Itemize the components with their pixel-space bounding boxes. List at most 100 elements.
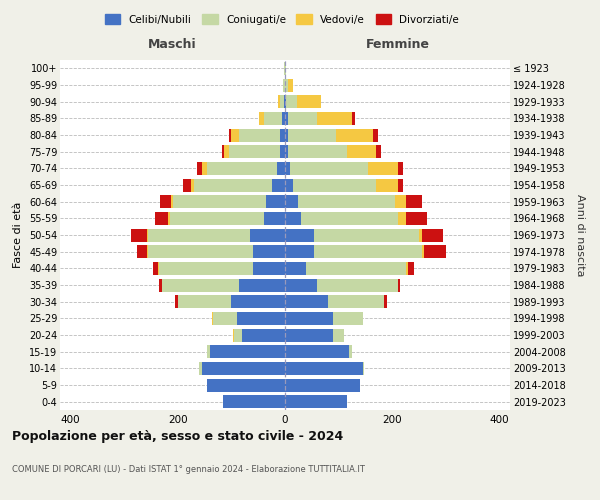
Bar bbox=[287, 112, 317, 125]
Bar bbox=[234, 328, 242, 342]
Bar bbox=[287, 78, 293, 92]
Bar bbox=[317, 278, 398, 291]
Bar bbox=[191, 178, 194, 192]
Bar bbox=[280, 145, 285, 158]
Bar bbox=[349, 345, 352, 358]
Bar bbox=[266, 195, 285, 208]
Bar bbox=[183, 178, 191, 192]
Bar bbox=[297, 95, 321, 108]
Bar bbox=[210, 345, 285, 358]
Bar bbox=[137, 245, 148, 258]
Bar bbox=[159, 262, 253, 275]
Bar bbox=[352, 112, 355, 125]
Bar bbox=[285, 295, 328, 308]
Bar bbox=[283, 112, 285, 125]
Bar bbox=[173, 195, 266, 208]
Bar bbox=[398, 212, 406, 225]
Legend: Celibi/Nubili, Coniugati/e, Vedovi/e, Divorziati/e: Celibi/Nubili, Coniugati/e, Vedovi/e, Di… bbox=[101, 10, 463, 29]
Bar bbox=[406, 195, 422, 208]
Bar bbox=[314, 245, 422, 258]
Bar bbox=[285, 245, 314, 258]
Bar bbox=[277, 162, 285, 175]
Bar bbox=[242, 328, 285, 342]
Bar bbox=[406, 262, 408, 275]
Bar bbox=[197, 162, 202, 175]
Bar bbox=[287, 145, 347, 158]
Bar bbox=[422, 228, 443, 241]
Bar bbox=[168, 212, 170, 225]
Bar bbox=[175, 295, 178, 308]
Bar bbox=[285, 212, 301, 225]
Bar bbox=[419, 228, 422, 241]
Y-axis label: Fasce di età: Fasce di età bbox=[13, 202, 23, 268]
Bar bbox=[233, 328, 234, 342]
Bar bbox=[232, 295, 285, 308]
Bar bbox=[285, 278, 317, 291]
Y-axis label: Anni di nascita: Anni di nascita bbox=[575, 194, 585, 276]
Bar bbox=[148, 228, 250, 241]
Bar bbox=[285, 95, 286, 108]
Bar bbox=[317, 112, 352, 125]
Bar bbox=[278, 95, 280, 108]
Bar bbox=[290, 162, 368, 175]
Bar bbox=[285, 112, 287, 125]
Bar bbox=[208, 378, 285, 392]
Bar bbox=[406, 212, 427, 225]
Bar bbox=[272, 178, 285, 192]
Bar bbox=[158, 262, 159, 275]
Bar bbox=[212, 312, 237, 325]
Bar bbox=[285, 345, 349, 358]
Bar bbox=[336, 128, 373, 141]
Bar bbox=[395, 195, 406, 208]
Bar bbox=[362, 362, 364, 375]
Bar bbox=[287, 128, 336, 141]
Bar bbox=[285, 378, 360, 392]
Bar bbox=[170, 212, 263, 225]
Bar bbox=[284, 95, 285, 108]
Bar bbox=[171, 195, 173, 208]
Bar bbox=[298, 195, 395, 208]
Text: COMUNE DI PORCARI (LU) - Dati ISTAT 1° gennaio 2024 - Elaborazione TUTTITALIA.IT: COMUNE DI PORCARI (LU) - Dati ISTAT 1° g… bbox=[12, 465, 365, 474]
Bar bbox=[229, 128, 232, 141]
Bar bbox=[285, 228, 314, 241]
Bar bbox=[285, 162, 290, 175]
Bar bbox=[347, 145, 376, 158]
Bar bbox=[259, 112, 263, 125]
Bar bbox=[398, 278, 400, 291]
Bar bbox=[286, 95, 297, 108]
Bar bbox=[285, 145, 287, 158]
Bar bbox=[285, 395, 347, 408]
Bar bbox=[239, 278, 285, 291]
Bar bbox=[398, 178, 403, 192]
Bar bbox=[314, 228, 419, 241]
Bar bbox=[199, 362, 202, 375]
Bar bbox=[333, 312, 362, 325]
Bar bbox=[208, 345, 210, 358]
Bar bbox=[285, 178, 293, 192]
Bar bbox=[162, 278, 239, 291]
Bar bbox=[293, 178, 376, 192]
Bar bbox=[283, 78, 285, 92]
Bar bbox=[424, 245, 446, 258]
Bar bbox=[208, 162, 277, 175]
Bar bbox=[285, 262, 307, 275]
Bar bbox=[373, 128, 377, 141]
Bar bbox=[202, 362, 285, 375]
Bar bbox=[301, 212, 398, 225]
Bar bbox=[285, 128, 287, 141]
Bar bbox=[263, 112, 283, 125]
Bar bbox=[222, 145, 224, 158]
Bar bbox=[285, 78, 287, 92]
Bar bbox=[178, 295, 232, 308]
Bar bbox=[152, 262, 158, 275]
Bar bbox=[285, 312, 333, 325]
Bar bbox=[160, 195, 171, 208]
Bar bbox=[131, 228, 148, 241]
Bar bbox=[155, 212, 168, 225]
Bar bbox=[202, 162, 208, 175]
Bar bbox=[232, 128, 239, 141]
Bar bbox=[328, 295, 384, 308]
Bar bbox=[376, 145, 382, 158]
Bar bbox=[223, 395, 285, 408]
Bar bbox=[280, 128, 285, 141]
